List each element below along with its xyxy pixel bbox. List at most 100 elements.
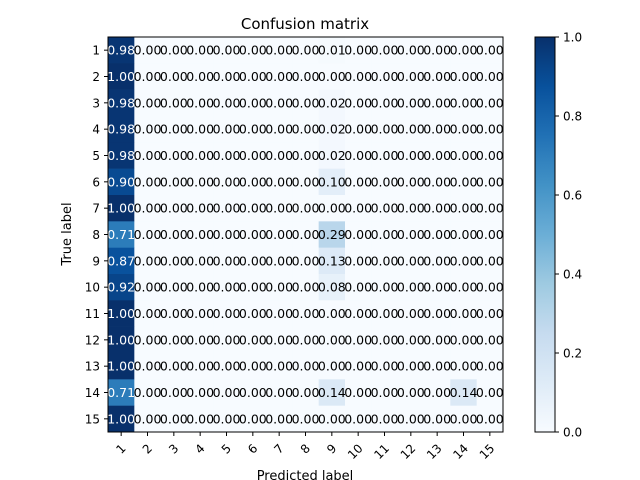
cell-value: 0.00 [160,253,188,268]
heatmap-cell [424,63,451,90]
cell-value: 0.00 [265,148,293,163]
x-tick-label: 13 [424,441,445,462]
heatmap-cell [266,300,293,327]
cell-value: 0.14 [318,385,346,400]
cell-value: 0.00 [213,332,241,347]
heatmap-cell [371,274,398,301]
colorbar-tick-label: 0.8 [563,110,582,124]
heatmap-cell [318,274,346,301]
heatmap-cell [239,405,267,433]
cell-value: 0.00 [265,385,293,400]
cell-value: 0.00 [476,69,504,84]
cell-value: 0.00 [344,227,372,242]
cell-value: 0.00 [134,332,162,347]
cell-value: 0.00 [423,122,451,137]
heatmap-cell [318,195,346,222]
cell-value: 0.00 [397,280,425,295]
heatmap-cell [108,247,135,275]
cell-value: 0.00 [213,122,241,137]
cell-value: 0.00 [160,69,188,84]
heatmap-cell [371,142,398,169]
cell-value: 0.00 [239,201,267,216]
heatmap-cell [266,142,293,169]
cell-value: 0.00 [265,69,293,84]
cell-value: 0.00 [397,43,425,58]
cell-value: 0.00 [423,227,451,242]
heatmap-cell [371,168,398,196]
cell-value: 1.00 [107,359,135,374]
heatmap-cell [318,326,346,354]
heatmap-cell [187,168,214,196]
cell-value: 0.90 [107,174,135,189]
cell-value: 0.98 [107,43,135,58]
heatmap-cell [345,326,372,354]
y-tick-label: 10 [85,281,100,295]
heatmap-cell [424,247,451,275]
y-tick-label: 15 [85,412,100,426]
y-tick-label: 8 [92,228,100,242]
heatmap-cell [160,195,188,222]
heatmap-cell [108,405,135,433]
heatmap-cell [397,405,425,433]
heatmap-cell [450,168,477,196]
heatmap-cell [134,168,161,196]
cell-value: 0.00 [344,174,372,189]
heatmap-cell [134,89,161,117]
cell-value: 0.02 [318,122,346,137]
cell-value: 0.00 [450,253,478,268]
heatmap-cell [239,195,267,222]
cell-value: 0.00 [160,201,188,216]
x-tick-label: 2 [140,441,155,456]
cell-value: 0.00 [476,95,504,110]
cell-value: 0.00 [344,306,372,321]
heatmap-cell [239,379,267,406]
heatmap-cell [187,116,214,143]
colorbar-tick-label: 1.0 [563,31,582,45]
heatmap-cell [266,247,293,275]
cell-value: 0.00 [344,69,372,84]
heatmap-cell [266,326,293,354]
heatmap-cell [160,89,188,117]
heatmap-cell [213,221,240,248]
x-tick-label: 8 [298,441,313,456]
heatmap-cell [134,353,161,380]
heatmap-cell [424,116,451,143]
x-tick-label: 15 [477,441,498,462]
heatmap-cell [108,379,135,406]
cell-value: 0.00 [397,95,425,110]
heatmap-cell [371,300,398,327]
cell-value: 0.00 [213,280,241,295]
heatmap-cell [134,195,161,222]
heatmap-cell [108,326,135,354]
cell-value: 0.00 [318,201,346,216]
y-tick-label: 11 [85,307,100,321]
heatmap-cell [397,63,425,90]
heatmap-cell [292,221,319,248]
cell-value: 0.00 [344,332,372,347]
cell-value: 0.00 [371,332,399,347]
heatmap-cell [239,63,267,90]
colorbar-tick-label: 0.4 [563,268,582,282]
cell-value: 0.00 [371,359,399,374]
heatmap-cell [450,195,477,222]
cell-value: 0.00 [134,122,162,137]
cell-value: 0.00 [423,253,451,268]
heatmap-cell [345,142,372,169]
y-tick-label: 1 [92,44,100,58]
cell-value: 0.00 [213,174,241,189]
colorbar-tick-label: 0.0 [563,426,582,440]
heatmap-cell [424,326,451,354]
x-tick-label: 4 [192,441,207,456]
cell-value: 0.00 [292,253,320,268]
cell-value: 0.00 [292,69,320,84]
heatmap-cell [424,353,451,380]
cell-value: 0.00 [239,253,267,268]
y-tick-label: 3 [92,96,100,110]
heatmap-cell [345,63,372,90]
cell-value: 0.00 [213,359,241,374]
cell-value: 0.02 [318,148,346,163]
heatmap-cell [450,89,477,117]
heatmap-cell [213,274,240,301]
cell-value: 0.00 [423,306,451,321]
heatmap-cell [187,63,214,90]
